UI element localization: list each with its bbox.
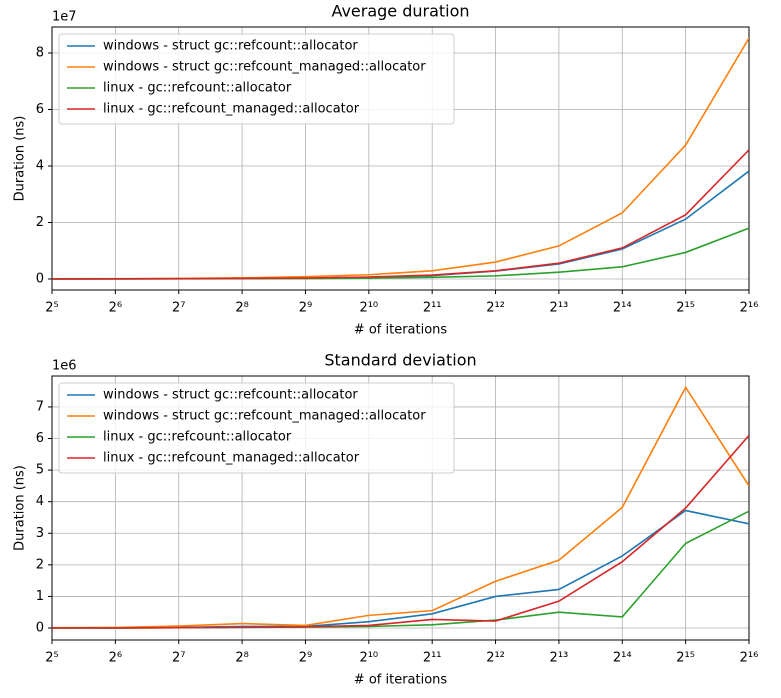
chart-title: Standard deviation bbox=[324, 351, 476, 370]
x-tick-label: 2⁸ bbox=[235, 301, 248, 316]
x-tick-label: 2⁶ bbox=[109, 301, 122, 316]
legend-label: linux - gc::refcount_managed::allocator bbox=[103, 102, 360, 117]
legend-label: linux - gc::refcount_managed::allocator bbox=[103, 451, 360, 466]
x-tick-label: 2¹⁶ bbox=[740, 301, 759, 316]
y-axis-label: Duration (ns) bbox=[13, 116, 28, 202]
y-axis-label: Duration (ns) bbox=[13, 465, 28, 551]
x-tick-label: 2¹⁵ bbox=[676, 651, 695, 666]
legend-label: windows - struct gc::refcount::allocator bbox=[103, 39, 358, 54]
legend-label: linux - gc::refcount::allocator bbox=[103, 81, 292, 96]
y-tick-label: 5 bbox=[36, 463, 44, 478]
x-tick-label: 2¹² bbox=[486, 301, 505, 316]
y-tick-label: 7 bbox=[36, 399, 44, 414]
legend-label: windows - struct gc::refcount_managed::a… bbox=[103, 60, 426, 75]
legend-label: windows - struct gc::refcount::allocator bbox=[103, 388, 358, 403]
x-tick-label: 2¹⁰ bbox=[359, 301, 378, 316]
x-tick-label: 2¹³ bbox=[550, 301, 569, 316]
legend-label: linux - gc::refcount::allocator bbox=[103, 430, 292, 445]
series-line bbox=[52, 510, 749, 629]
axes-frame bbox=[51, 26, 750, 291]
x-tick-label: 2¹⁵ bbox=[676, 301, 695, 316]
series-line bbox=[52, 149, 749, 280]
y-tick-label: 2 bbox=[36, 557, 44, 572]
x-tick-label: 2⁹ bbox=[299, 301, 312, 316]
chart-title: Average duration bbox=[331, 2, 469, 21]
x-tick-label: 2⁶ bbox=[109, 651, 122, 666]
y-offset-label: 1e6 bbox=[52, 359, 77, 374]
legend-box bbox=[58, 382, 455, 474]
x-tick-label: 2⁷ bbox=[172, 301, 185, 316]
y-tick-label: 1 bbox=[36, 589, 44, 604]
y-tick-label: 6 bbox=[36, 102, 44, 117]
series-line bbox=[52, 170, 749, 280]
y-tick-label: 4 bbox=[36, 158, 44, 173]
x-tick-label: 2⁵ bbox=[45, 301, 58, 316]
series-line bbox=[52, 509, 749, 629]
x-tick-label: 2⁵ bbox=[45, 651, 58, 666]
x-tick-label: 2¹¹ bbox=[423, 651, 442, 666]
y-tick-label: 0 bbox=[36, 621, 44, 636]
x-tick-label: 2⁸ bbox=[235, 651, 248, 666]
axes-frame bbox=[51, 375, 750, 641]
x-tick-label: 2⁹ bbox=[299, 651, 312, 666]
series-line bbox=[52, 385, 749, 629]
y-tick-label: 6 bbox=[36, 431, 44, 446]
x-tick-label: 2⁷ bbox=[172, 651, 185, 666]
series-line bbox=[52, 434, 749, 629]
x-axis-label: # of iterations bbox=[354, 323, 448, 338]
x-tick-label: 2¹¹ bbox=[423, 301, 442, 316]
y-offset-label: 1e7 bbox=[52, 10, 77, 25]
y-tick-label: 3 bbox=[36, 526, 44, 541]
y-tick-label: 0 bbox=[36, 271, 44, 286]
x-axis-label: # of iterations bbox=[354, 673, 448, 688]
x-tick-label: 2¹⁴ bbox=[613, 651, 632, 666]
legend-label: windows - struct gc::refcount_managed::a… bbox=[103, 409, 426, 424]
x-tick-label: 2¹⁰ bbox=[359, 651, 378, 666]
y-tick-label: 4 bbox=[36, 494, 44, 509]
legend-box bbox=[58, 33, 455, 125]
x-tick-label: 2¹⁶ bbox=[740, 651, 759, 666]
y-tick-label: 8 bbox=[36, 45, 44, 60]
y-tick-label: 2 bbox=[36, 215, 44, 230]
x-tick-label: 2¹² bbox=[486, 651, 505, 666]
x-tick-label: 2¹³ bbox=[550, 651, 569, 666]
x-tick-label: 2¹⁴ bbox=[613, 301, 632, 316]
